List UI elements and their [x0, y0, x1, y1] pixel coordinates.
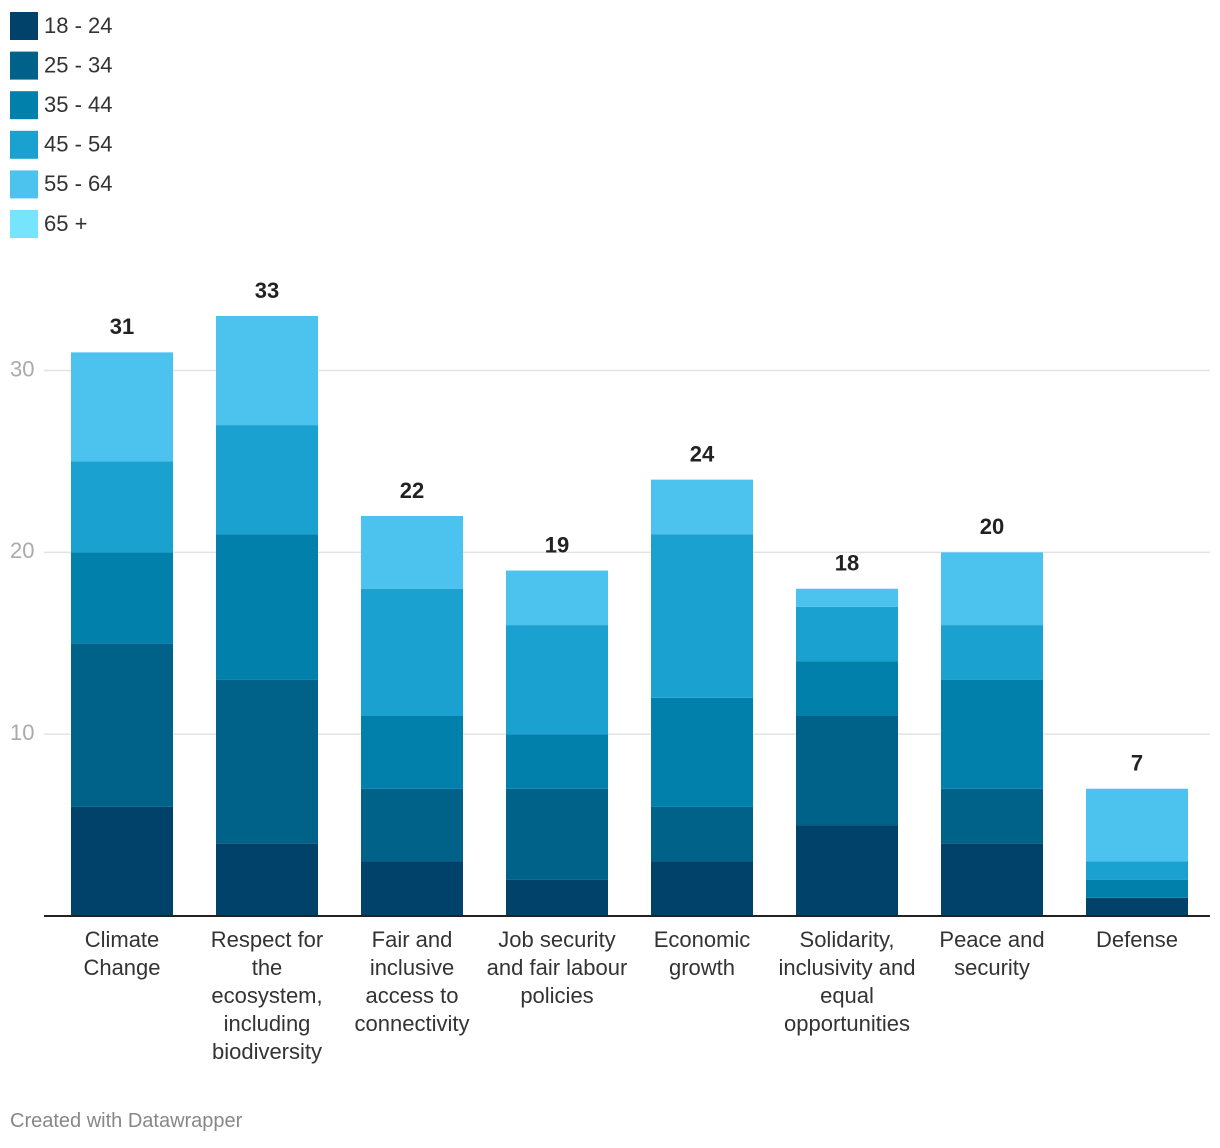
x-tick-label: Climate Change	[83, 927, 161, 980]
bar-segment	[1086, 897, 1188, 916]
footer: Created with Datawrapper	[10, 1110, 243, 1132]
total-label: 19	[545, 532, 569, 557]
legend-label: 45 - 54	[44, 132, 113, 157]
bar-segment	[71, 461, 173, 553]
bar-segment	[216, 316, 318, 426]
bar-segment	[71, 552, 173, 644]
total-label: 7	[1131, 751, 1143, 776]
bar-segment	[216, 843, 318, 916]
legend-swatch	[10, 51, 38, 80]
legend-swatch	[10, 12, 38, 40]
x-tick-label: Economic growth	[653, 927, 751, 980]
total-label: 24	[690, 441, 715, 466]
bar-segment	[71, 643, 173, 807]
bar-segment	[1086, 879, 1188, 898]
bar-segment	[361, 861, 463, 916]
bar-segment	[506, 625, 608, 735]
legend-swatch	[10, 170, 38, 199]
bar-segment	[796, 716, 898, 826]
legend-swatch	[10, 91, 38, 120]
total-label: 22	[400, 478, 424, 503]
x-tick-label: Fair and inclusive access to connectivit…	[354, 927, 470, 1036]
bar-segment	[1086, 861, 1188, 880]
bar-segment	[506, 879, 608, 916]
x-tick-label: Defense	[1096, 927, 1178, 952]
bar-segment	[941, 552, 1043, 626]
bar-segment	[941, 625, 1043, 680]
legend-swatch	[10, 210, 38, 238]
bar-segment	[941, 788, 1043, 844]
bar-segment	[941, 843, 1043, 916]
total-label: 31	[110, 314, 134, 339]
bar-segment	[361, 588, 463, 716]
x-tick-label: Job security and fair labour policies	[486, 927, 628, 1008]
bar-segment	[796, 661, 898, 716]
total-label: 18	[835, 551, 859, 576]
legend-swatch	[10, 130, 38, 159]
total-label: 33	[255, 278, 279, 303]
bar-segment	[361, 716, 463, 789]
bar-segment	[216, 534, 318, 680]
bar-segment	[216, 425, 318, 535]
bar-segment	[796, 606, 898, 662]
legend-label: 25 - 34	[44, 52, 113, 77]
y-tick-label: 10	[10, 720, 34, 745]
legend-label: 35 - 44	[44, 92, 113, 117]
bar-segment	[506, 570, 608, 626]
bar-segment	[651, 697, 753, 807]
y-tick-label: 20	[10, 538, 34, 563]
bar-segment	[216, 679, 318, 844]
y-tick-label: 30	[10, 356, 34, 381]
bar-segment	[506, 788, 608, 880]
bar-segment	[506, 734, 608, 789]
x-tick-label: Respect for the ecosystem, including bio…	[210, 927, 324, 1064]
bar-segment	[71, 806, 173, 916]
bar-segment	[651, 806, 753, 862]
bar-segment	[651, 861, 753, 916]
bar-segment	[361, 788, 463, 862]
x-tick-label: Peace and security	[939, 927, 1045, 980]
bar-segment	[651, 534, 753, 698]
bar-segment	[1086, 788, 1188, 862]
legend-label: 18 - 24	[44, 13, 113, 38]
bar-segment	[796, 825, 898, 916]
x-tick-label: Solidarity, inclusivity and equal opport…	[778, 927, 916, 1036]
bar-segment	[361, 516, 463, 589]
bar-segment	[796, 588, 898, 607]
total-label: 20	[980, 514, 1004, 539]
legend-label: 55 - 64	[44, 171, 113, 196]
bar-segment	[941, 679, 1043, 789]
legend-label: 65 +	[44, 211, 87, 236]
bar-segment	[651, 479, 753, 535]
bar-segment	[71, 352, 173, 462]
